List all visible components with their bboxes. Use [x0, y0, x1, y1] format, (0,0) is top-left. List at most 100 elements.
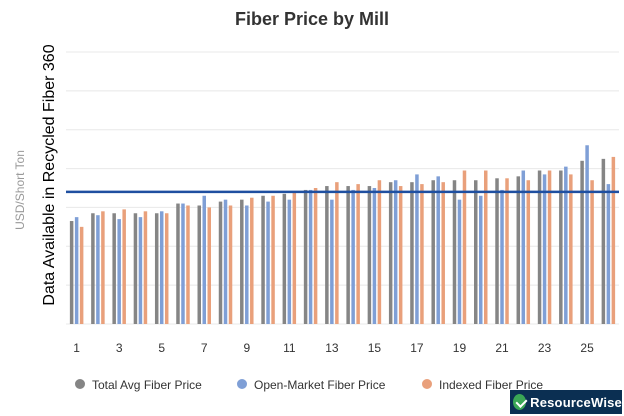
bar-total-avg-26[interactable]	[601, 158, 606, 324]
bar-total-avg-9[interactable]	[240, 199, 244, 324]
gridlines	[66, 51, 619, 325]
bars	[69, 145, 616, 324]
legend-label-open-market[interactable]: Open-Market Fiber Price	[254, 378, 386, 392]
bar-open-market-7[interactable]	[202, 195, 207, 324]
legend-label-total-avg[interactable]: Total Avg Fiber Price	[92, 378, 202, 392]
bar-total-avg-7[interactable]	[197, 205, 202, 324]
bar-total-avg-20[interactable]	[474, 180, 478, 324]
bar-open-market-22[interactable]	[521, 170, 526, 324]
bar-indexed-21[interactable]	[505, 178, 509, 324]
bar-indexed-8[interactable]	[228, 205, 233, 324]
bar-total-avg-11[interactable]	[282, 193, 287, 324]
bar-indexed-24[interactable]	[569, 174, 573, 324]
bar-indexed-22[interactable]	[526, 180, 531, 324]
bar-total-avg-23[interactable]	[537, 170, 542, 324]
chart-title: Fiber Price by Mill	[235, 9, 389, 29]
bar-total-avg-24[interactable]	[559, 170, 563, 324]
bar-indexed-9[interactable]	[250, 197, 254, 324]
bar-indexed-4[interactable]	[143, 211, 148, 324]
bar-indexed-11[interactable]	[292, 191, 297, 324]
bar-indexed-7[interactable]	[207, 207, 212, 324]
bar-total-avg-15[interactable]	[367, 186, 372, 324]
bar-open-market-24[interactable]	[564, 166, 568, 324]
bar-indexed-13[interactable]	[335, 182, 339, 324]
x-tick-label: 17	[410, 341, 424, 355]
bar-total-avg-6[interactable]	[176, 203, 180, 324]
bar-total-avg-14[interactable]	[346, 186, 350, 324]
bar-open-market-5[interactable]	[159, 211, 164, 324]
bar-total-avg-5[interactable]	[154, 213, 159, 324]
bar-indexed-16[interactable]	[398, 186, 403, 324]
bar-indexed-23[interactable]	[547, 170, 552, 324]
bar-total-avg-4[interactable]	[133, 213, 138, 324]
x-tick-labels: 1 3 5 7 9 11 13 15 17 19 21 23 25	[73, 341, 594, 355]
bar-total-avg-22[interactable]	[516, 176, 521, 324]
x-tick-label: 1	[73, 341, 80, 355]
bar-open-market-1[interactable]	[74, 217, 79, 324]
bar-open-market-18[interactable]	[436, 176, 440, 324]
bar-total-avg-8[interactable]	[218, 201, 223, 324]
bar-open-market-25[interactable]	[585, 145, 589, 324]
bar-open-market-21[interactable]	[500, 189, 504, 324]
bar-total-avg-2[interactable]	[91, 213, 95, 324]
bar-total-avg-18[interactable]	[431, 180, 435, 324]
bar-total-avg-16[interactable]	[388, 182, 393, 324]
logo-text: ResourceWise	[530, 394, 622, 410]
x-tick-label: 23	[538, 341, 552, 355]
bar-total-avg-10[interactable]	[261, 195, 265, 324]
bar-total-avg-12[interactable]	[303, 189, 308, 324]
bar-total-avg-21[interactable]	[495, 178, 499, 324]
bar-open-market-17[interactable]	[415, 174, 419, 324]
bar-total-avg-13[interactable]	[325, 186, 329, 324]
x-tick-label: 21	[495, 341, 509, 355]
bar-open-market-13[interactable]	[330, 199, 334, 324]
bar-open-market-19[interactable]	[457, 199, 462, 324]
bar-open-market-14[interactable]	[351, 189, 355, 324]
bar-open-market-26[interactable]	[606, 184, 611, 324]
bar-open-market-11[interactable]	[287, 199, 292, 324]
bar-indexed-17[interactable]	[420, 184, 424, 324]
bar-indexed-5[interactable]	[164, 213, 169, 324]
bar-indexed-12[interactable]	[313, 188, 318, 324]
bar-open-market-8[interactable]	[223, 199, 228, 324]
bar-indexed-1[interactable]	[79, 226, 84, 324]
bar-total-avg-19[interactable]	[452, 180, 457, 324]
x-tick-label: 9	[243, 341, 250, 355]
bar-indexed-25[interactable]	[590, 180, 594, 324]
bar-open-market-6[interactable]	[181, 203, 185, 324]
bar-indexed-19[interactable]	[462, 170, 467, 324]
bar-open-market-12[interactable]	[308, 189, 313, 324]
x-tick-label: 7	[201, 341, 208, 355]
bar-indexed-10[interactable]	[271, 195, 275, 324]
resourcewise-logo: ResourceWise	[510, 390, 622, 414]
bar-open-market-15[interactable]	[372, 188, 377, 324]
bar-indexed-15[interactable]	[377, 180, 382, 324]
bar-indexed-18[interactable]	[441, 182, 445, 324]
bar-total-avg-25[interactable]	[580, 160, 584, 324]
bar-open-market-10[interactable]	[266, 201, 270, 324]
bar-open-market-23[interactable]	[542, 174, 547, 324]
logo-check-icon	[513, 394, 527, 410]
legend[interactable]: Total Avg Fiber Price Open-Market Fiber P…	[75, 378, 543, 392]
bar-total-avg-17[interactable]	[410, 182, 414, 324]
x-tick-label: 11	[283, 341, 296, 355]
x-tick-label: 19	[453, 341, 467, 355]
y-axis-label: USD/Short Ton	[13, 150, 27, 230]
bar-open-market-3[interactable]	[117, 219, 121, 324]
bar-open-market-16[interactable]	[393, 180, 398, 324]
bar-open-market-2[interactable]	[96, 215, 100, 324]
bar-indexed-26[interactable]	[611, 156, 616, 324]
bar-total-avg-3[interactable]	[112, 213, 116, 324]
bar-indexed-14[interactable]	[356, 184, 360, 324]
bar-open-market-20[interactable]	[479, 195, 483, 324]
bar-open-market-4[interactable]	[138, 217, 143, 324]
bar-total-avg-1[interactable]	[69, 221, 74, 324]
bar-indexed-2[interactable]	[101, 211, 105, 324]
bar-indexed-6[interactable]	[186, 205, 190, 324]
bar-indexed-20[interactable]	[484, 170, 488, 324]
bar-indexed-3[interactable]	[122, 209, 126, 324]
legend-label-indexed[interactable]: Indexed Fiber Price	[439, 378, 543, 392]
bar-open-market-9[interactable]	[245, 205, 249, 324]
x-tick-label: 5	[158, 341, 165, 355]
x-tick-label: 15	[368, 341, 382, 355]
